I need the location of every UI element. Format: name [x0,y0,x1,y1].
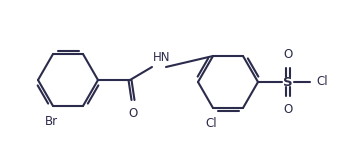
Text: Cl: Cl [316,75,327,88]
Text: O: O [129,107,138,120]
Text: O: O [283,48,293,61]
Text: HN: HN [153,51,171,64]
Text: S: S [283,76,293,88]
Text: Cl: Cl [205,117,217,130]
Text: O: O [283,103,293,116]
Text: Br: Br [45,115,58,128]
